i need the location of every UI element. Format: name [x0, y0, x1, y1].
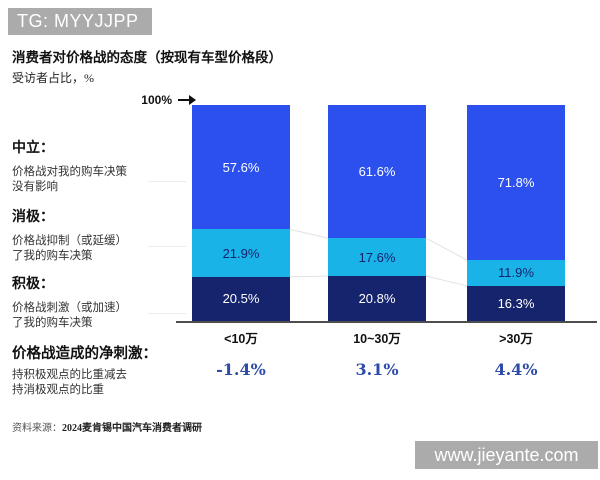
bar-segment-消极: 17.6% [328, 238, 426, 277]
bar-segment-积极: 20.8% [328, 276, 426, 321]
category-label: <10万 [224, 332, 258, 346]
bar-segment-中立: 57.6% [192, 105, 290, 230]
segment-value-label: 71.8% [497, 175, 535, 191]
source-prefix: 资料来源： [12, 423, 62, 434]
chart-subtitle: 受访者占比，% [12, 71, 94, 85]
bar-segment-中立: 71.8% [467, 105, 565, 261]
net-stimulus-value: 4.4% [494, 360, 538, 379]
arrow-right-icon-head [189, 95, 196, 105]
legend-term-neutral: 中立： [12, 141, 54, 156]
segment-value-label: 11.9% [498, 265, 534, 281]
bar-segment-消极: 11.9% [467, 260, 565, 286]
source-note: 资料来源：2024麦肯锡中国汽车消费者调研 [12, 419, 202, 434]
legend-group-positive: 积极： 价格战刺激（或加速） 了我的购车决策 [12, 273, 180, 331]
segment-value-label: 20.8% [358, 291, 396, 307]
segment-value-label: 16.3% [497, 295, 535, 311]
net-stimulus-description: 持积极观点的比重减去 持消极观点的比重 [12, 368, 127, 398]
category-label: >30万 [499, 332, 533, 346]
segment-value-label: 17.6% [358, 249, 396, 265]
leader-line-neutral [148, 181, 186, 182]
arrow-right-icon [178, 99, 190, 101]
legend-desc-line: 了我的购车决策 [12, 317, 93, 329]
telegram-watermark-badge: TG: MYYJJPP [8, 8, 152, 35]
legend-desc-line: 了我的购车决策 [12, 250, 93, 262]
net-stimulus-heading: 价格战造成的净刺激： [12, 346, 157, 362]
net-stimulus-value: -1.4% [216, 360, 266, 379]
legend-group-neutral: 中立： 价格战对我的购车决策 没有影响 [12, 137, 180, 195]
segment-value-label: 57.6% [222, 159, 260, 175]
bar-segment-积极: 16.3% [467, 285, 565, 321]
net-desc-line: 持消极观点的比重 [12, 384, 104, 396]
legend-desc-line: 价格战刺激（或加速） [12, 302, 127, 314]
source-body: 2024麦肯锡中国汽车消费者调研 [62, 423, 202, 434]
website-watermark: www.jieyante.com [415, 441, 598, 469]
x-axis-line [176, 321, 597, 323]
leader-line-positive [148, 313, 186, 314]
y-axis-100-label: 100% [141, 93, 172, 107]
legend-desc-line: 没有影响 [12, 181, 58, 193]
leader-line-negative [148, 246, 186, 247]
net-stimulus-value: 3.1% [355, 360, 399, 379]
bar-segment-消极: 21.9% [192, 229, 290, 277]
segment-value-label: 61.6% [358, 164, 396, 180]
legend-desc-line: 价格战抑制（或延缓） [12, 235, 127, 247]
net-desc-line: 持积极观点的比重减去 [12, 369, 127, 381]
segment-value-label: 20.5% [222, 291, 260, 307]
segment-value-label: 21.9% [222, 245, 260, 261]
legend-term-negative: 消极： [12, 210, 54, 225]
category-label: 10~30万 [353, 332, 401, 346]
legend-group-negative: 消极： 价格战抑制（或延缓） 了我的购车决策 [12, 206, 180, 264]
bar-segment-积极: 20.5% [192, 276, 290, 321]
legend-term-positive: 积极： [12, 277, 54, 292]
legend-desc-line: 价格战对我的购车决策 [12, 166, 127, 178]
bar-segment-中立: 61.6% [328, 105, 426, 239]
chart-title: 消费者对价格战的态度（按现有车型价格段） [12, 50, 282, 65]
